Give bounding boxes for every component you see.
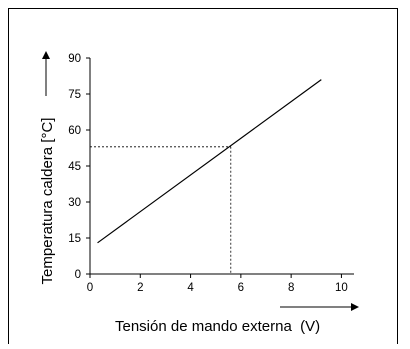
y-tick-label: 30: [68, 197, 81, 209]
y-tick-label: 45: [68, 161, 81, 173]
series-line: [97, 79, 322, 244]
y-tick-label: 15: [68, 233, 81, 245]
y-tick-label: 0: [75, 269, 81, 281]
figure-frame: [8, 8, 398, 344]
x-tick-label: 0: [87, 282, 93, 294]
y-tick-label: 75: [68, 89, 81, 101]
y-tick-label: 90: [68, 53, 81, 65]
x-axis-title: Tensión de mando externa (V): [115, 318, 320, 335]
x-tick-label: 2: [137, 282, 143, 294]
x-tick-label: 6: [238, 282, 244, 294]
x-tick-label: 10: [335, 282, 348, 294]
x-tick-label: 4: [187, 282, 194, 294]
x-tick-label: 8: [288, 282, 294, 294]
y-axis-title: Temperatura caldera [°C]: [39, 118, 56, 285]
y-tick-label: 60: [68, 125, 81, 137]
